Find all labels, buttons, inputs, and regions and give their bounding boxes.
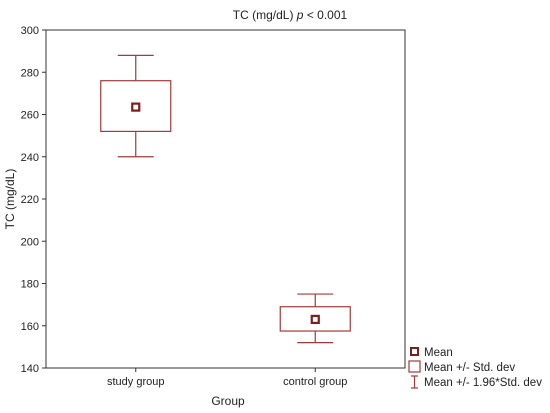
box-control-group	[279, 293, 351, 344]
legend-item-mean: Mean	[410, 347, 453, 359]
x-tick-label: control group	[283, 376, 347, 388]
mean-marker	[310, 314, 320, 325]
y-tick-label: 280	[21, 67, 39, 79]
box-marks	[100, 54, 351, 344]
box-study-group	[100, 54, 172, 158]
legend: Mean Mean +/- Std. dev Mean +/- 1.96*Std. …	[408, 347, 542, 389]
x-axis-label: Group	[211, 394, 245, 408]
y-axis: 140 160 180 200 220 240 260 280 300	[21, 25, 46, 375]
y-tick-label: 300	[21, 25, 39, 37]
y-tick-label: 160	[21, 321, 39, 333]
mean-marker	[131, 102, 141, 112]
legend-label: Mean +/- 1.96*Std. dev	[424, 377, 542, 389]
y-tick-label: 200	[21, 236, 39, 248]
legend-label: Mean	[424, 347, 453, 359]
legend-box-marker	[408, 360, 421, 373]
y-tick-label: 260	[21, 110, 39, 122]
legend-item-whisker: Mean +/- 1.96*Std. dev	[411, 375, 542, 389]
y-tick-label: 240	[21, 152, 39, 164]
chart-title: TC (mg/dL) p < 0.001	[233, 8, 348, 22]
legend-item-box: Mean +/- Std. dev	[408, 360, 515, 374]
sd-box	[100, 80, 172, 132]
legend-label: Mean +/- Std. dev	[424, 362, 515, 374]
sd-box	[279, 306, 351, 332]
x-axis: study group control group	[107, 368, 347, 388]
y-axis-label: TC (mg/dL)	[3, 169, 17, 230]
legend-mean-marker	[410, 347, 419, 356]
y-tick-label: 220	[21, 194, 39, 206]
plot-area	[45, 29, 406, 369]
y-tick-label: 140	[21, 363, 39, 375]
x-tick-label: study group	[107, 376, 164, 388]
y-tick-label: 180	[21, 279, 39, 291]
